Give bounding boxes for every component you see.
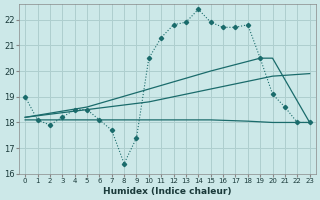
X-axis label: Humidex (Indice chaleur): Humidex (Indice chaleur)	[103, 187, 232, 196]
